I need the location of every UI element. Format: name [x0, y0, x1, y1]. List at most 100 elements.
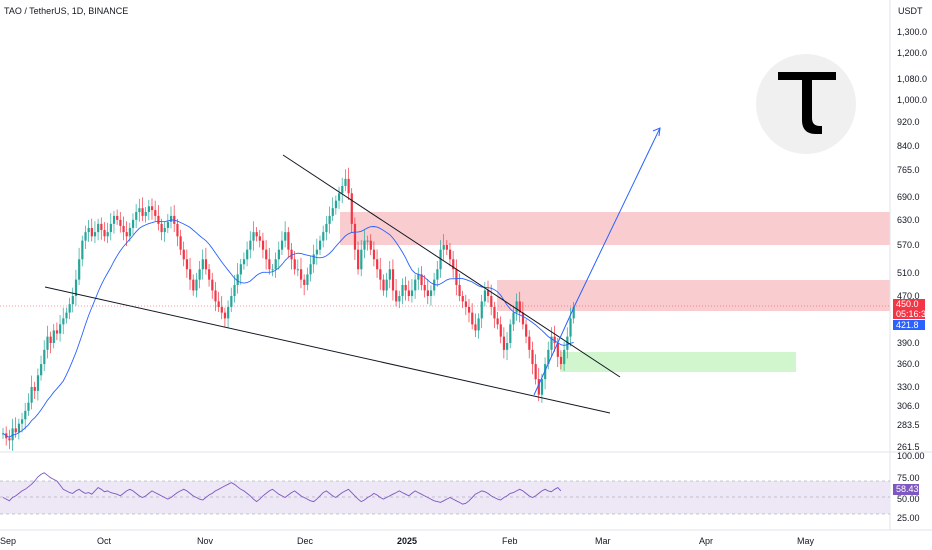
rsi-line [2, 472, 562, 505]
candle-body [480, 301, 483, 319]
candle-body [455, 269, 458, 285]
candle-body [467, 306, 471, 313]
candle-body [315, 249, 319, 255]
candle-body [331, 208, 334, 216]
candle-body [204, 259, 208, 270]
candle-body [404, 284, 407, 291]
candle-body [357, 249, 360, 270]
time-tick-label: Feb [502, 536, 518, 546]
time-tick-label: Nov [197, 536, 214, 546]
candle-body [442, 245, 445, 250]
rsi-tick-label: 25.00 [897, 513, 920, 523]
price-tick-label: 330.0 [897, 382, 920, 392]
candle-body [350, 193, 353, 224]
candle-body [116, 215, 119, 220]
candle-body [385, 279, 388, 291]
price-tick-label: 570.0 [897, 240, 920, 250]
candle-body [360, 249, 363, 270]
candle-body [550, 336, 553, 350]
candle-body [328, 215, 331, 224]
candle-body [17, 423, 21, 433]
candle-body [170, 215, 173, 222]
candle-body [391, 269, 395, 291]
time-tick-label: 2025 [397, 536, 417, 546]
candle-body [176, 223, 179, 237]
candle-body [30, 387, 33, 403]
candle-body [122, 225, 125, 233]
candle-body [125, 232, 128, 237]
candle-body [192, 279, 195, 291]
candle-body [179, 236, 182, 250]
candles-group [2, 167, 575, 451]
candle-body [242, 259, 246, 265]
candle-body [496, 318, 499, 325]
candle-body [97, 223, 100, 233]
rsi-value-badge [893, 484, 919, 495]
candle-body [258, 236, 261, 241]
candle-body [131, 219, 135, 228]
price-tick-label: 360.0 [897, 359, 920, 369]
candle-body [490, 296, 493, 307]
candle-body [255, 232, 258, 237]
candle-body [423, 284, 426, 291]
candle-body [458, 284, 461, 296]
candle-body [572, 306, 575, 319]
candle-body [182, 249, 185, 260]
price-tick-label: 1,300.0 [897, 27, 927, 37]
candle-body [268, 259, 271, 270]
candle-body [141, 208, 144, 216]
price-axis[interactable]: 1,300.0 1,200.0 1,080.0 1,000.0 920.0 840.0 76… [897, 27, 927, 452]
candle-body [217, 301, 220, 307]
candle-body [277, 249, 280, 260]
candle-body [287, 232, 290, 250]
candle-body [239, 264, 242, 275]
candle-body [376, 259, 379, 270]
candle-body [363, 240, 366, 250]
candle-body [303, 279, 306, 285]
candle-body [252, 232, 255, 241]
candle-body [106, 232, 109, 237]
rsi-axis[interactable]: 100.00 75.00 50.00 25.00 58.43 [893, 451, 925, 523]
candle-body [160, 223, 163, 233]
tao-logo-icon [778, 72, 836, 134]
lower-trendline [44, 286, 611, 414]
candle-body [372, 249, 376, 260]
candle-body [135, 212, 138, 220]
candle-body [309, 264, 312, 275]
candle-body [347, 178, 350, 194]
resistance-zone-lower [497, 280, 890, 311]
price-tick-label: 920.0 [897, 117, 920, 127]
currency-label: USDT [898, 6, 923, 16]
candle-body [78, 259, 81, 280]
time-axis[interactable]: Sep Oct Nov Dec 2025 Feb Mar Apr May [0, 536, 815, 546]
candle-body [547, 349, 550, 365]
candle-body [319, 240, 322, 250]
candle-body [284, 232, 287, 241]
price-tick-label: 390.0 [897, 338, 920, 348]
candle-body [46, 336, 49, 350]
candle-body [398, 296, 401, 302]
candle-body [81, 240, 84, 260]
candle-body [521, 312, 525, 325]
candle-body [477, 318, 480, 331]
candle-body [246, 249, 249, 260]
candle-body [334, 200, 338, 209]
candle-body [512, 312, 515, 325]
candle-body [236, 274, 239, 285]
moving-average-line [2, 219, 574, 438]
candle-body [410, 290, 414, 296]
price-tick-label: 470.0 [897, 291, 920, 301]
time-tick-label: Apr [699, 536, 713, 546]
candle-body [426, 290, 429, 296]
candle-body [369, 240, 372, 250]
candle-body [493, 306, 496, 319]
candle-body [306, 274, 309, 285]
candle-body [506, 343, 509, 350]
symbol-title: TAO / TetherUS, 1D, BINANCE [4, 6, 128, 16]
price-badge [893, 309, 925, 319]
candle-body [195, 279, 198, 291]
candle-body [537, 379, 540, 395]
candle-body [559, 356, 563, 365]
